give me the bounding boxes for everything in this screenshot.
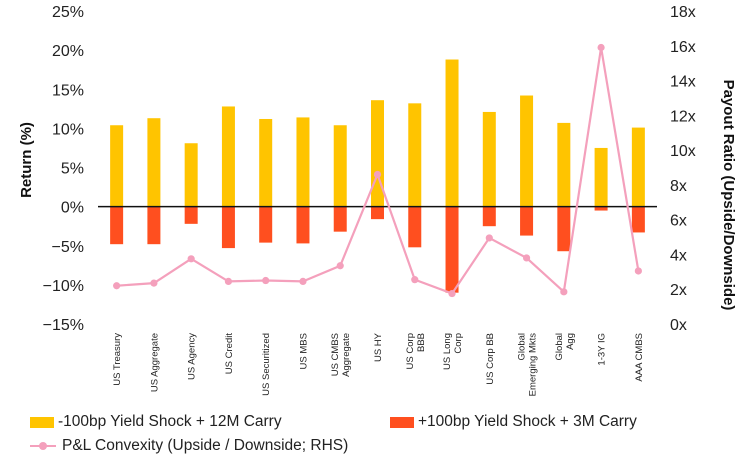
left-axis-title: Return (%) bbox=[18, 122, 35, 198]
legend-swatch-series-1 bbox=[30, 416, 54, 428]
bar-series-2 bbox=[110, 206, 124, 245]
category-label: US Corp BB bbox=[485, 333, 496, 385]
bar-series-2 bbox=[184, 206, 198, 224]
left-tick-label: −5% bbox=[52, 239, 84, 256]
bar-series-1 bbox=[259, 118, 273, 207]
category-label: AAA CMBS bbox=[634, 333, 645, 382]
bar-series-1 bbox=[520, 95, 534, 207]
right-axis-title: Payout Ratio (Upside/Downside) bbox=[720, 80, 737, 311]
bar-series-1 bbox=[296, 117, 310, 207]
category-label: US LongCorp bbox=[442, 333, 464, 370]
bar-series-2 bbox=[296, 206, 310, 244]
category-label: US Securitized bbox=[261, 333, 272, 396]
bar-series-2 bbox=[371, 206, 384, 220]
category-label: US Treasury bbox=[112, 333, 123, 386]
bar-series-2 bbox=[408, 206, 422, 248]
category-label: US CorpBBB bbox=[405, 333, 427, 369]
bar-series-2 bbox=[482, 206, 496, 227]
right-tick-label: 16x bbox=[670, 39, 696, 56]
right-tick-label: 12x bbox=[670, 108, 696, 125]
bar-series-1 bbox=[445, 59, 459, 207]
bar-series-2 bbox=[445, 206, 459, 293]
line-point bbox=[224, 277, 233, 285]
right-tick-label: 10x bbox=[670, 143, 696, 160]
legend-swatch-series-3 bbox=[30, 440, 56, 452]
bar-series-1 bbox=[631, 127, 645, 207]
bar-series-2 bbox=[520, 206, 534, 236]
category-label: US CMBSAggregate bbox=[330, 333, 352, 377]
right-tick-label: 14x bbox=[670, 74, 696, 91]
category-label: 1-3Y IG bbox=[597, 333, 608, 366]
right-tick-label: 4x bbox=[670, 247, 687, 264]
line-point bbox=[560, 288, 568, 296]
bar-series-2 bbox=[594, 206, 608, 211]
right-tick-label: 18x bbox=[670, 4, 696, 21]
left-tick-label: 5% bbox=[61, 161, 84, 178]
bar-series-2 bbox=[147, 206, 161, 245]
legend-swatch-series-2 bbox=[390, 416, 414, 428]
bar-series-1 bbox=[371, 100, 384, 207]
left-tick-label: 15% bbox=[52, 82, 84, 99]
legend-label-series-3: P&L Convexity (Upside / Downside; RHS) bbox=[62, 437, 349, 454]
bar-series-2 bbox=[631, 206, 645, 233]
bar-series-1 bbox=[110, 125, 124, 207]
line-point bbox=[373, 170, 382, 179]
category-label: US HY bbox=[373, 332, 384, 362]
line-point bbox=[411, 276, 419, 284]
bar-series-1 bbox=[221, 106, 235, 207]
category-label: GlobalAgg bbox=[554, 333, 576, 360]
left-tick-label: 10% bbox=[52, 121, 84, 138]
right-axis-ticks: 0x 2x 4x 6x 8x 10x 12x 14x 16x 18x bbox=[670, 4, 696, 334]
left-tick-label: 20% bbox=[52, 43, 84, 60]
bar-series-1 bbox=[184, 143, 198, 207]
right-tick-label: 2x bbox=[670, 282, 687, 299]
category-label: US Agency bbox=[187, 333, 198, 380]
legend-label-series-2: +100bp Yield Shock + 3M Carry bbox=[418, 413, 637, 430]
convexity-line bbox=[113, 43, 642, 298]
line-point bbox=[336, 262, 344, 270]
bar-series-1 bbox=[594, 147, 608, 207]
bar-series-1 bbox=[147, 118, 161, 207]
bars bbox=[110, 59, 645, 293]
left-axis-ticks: −15% −10% −5% 0% 5% 10% 15% 20% 25% bbox=[43, 4, 84, 334]
line-point bbox=[634, 267, 642, 275]
right-tick-label: 8x bbox=[670, 178, 687, 195]
line-point bbox=[262, 276, 270, 285]
bar-series-2 bbox=[259, 206, 273, 243]
legend-label-series-1: -100bp Yield Shock + 12M Carry bbox=[58, 413, 282, 430]
category-label: US Aggregate bbox=[149, 333, 160, 392]
bar-series-2 bbox=[221, 206, 235, 249]
left-tick-label: 0% bbox=[61, 200, 84, 217]
legend-item-series-1: -100bp Yield Shock + 12M Carry bbox=[30, 413, 282, 431]
category-label: US Credit bbox=[224, 333, 235, 375]
line-point bbox=[187, 255, 195, 263]
right-tick-label: 0x bbox=[670, 317, 687, 334]
bar-series-1 bbox=[408, 103, 422, 207]
line-point bbox=[448, 289, 456, 298]
category-labels: US Treasury US Aggregate US Agency US Credi… bbox=[112, 332, 645, 396]
category-label: GlobalEmerging Mkts bbox=[517, 333, 539, 397]
line-point bbox=[522, 254, 531, 262]
left-tick-label: −10% bbox=[43, 278, 84, 295]
bar-series-2 bbox=[333, 206, 347, 232]
line-point bbox=[113, 282, 121, 290]
left-tick-label: 25% bbox=[52, 4, 84, 21]
right-tick-label: 6x bbox=[670, 213, 687, 230]
left-tick-label: −15% bbox=[43, 317, 84, 334]
bar-series-1 bbox=[482, 111, 496, 207]
bar-series-1 bbox=[333, 125, 347, 207]
category-label: US MBS bbox=[298, 333, 309, 369]
bar-series-2 bbox=[557, 206, 571, 252]
bar-series-1 bbox=[557, 122, 571, 207]
line-point bbox=[150, 279, 158, 287]
line-point bbox=[597, 43, 605, 52]
legend-item-series-2: +100bp Yield Shock + 3M Carry bbox=[390, 413, 637, 431]
legend-item-series-3: P&L Convexity (Upside / Downside; RHS) bbox=[30, 437, 348, 455]
line-point bbox=[299, 277, 307, 285]
line-point bbox=[485, 234, 493, 242]
